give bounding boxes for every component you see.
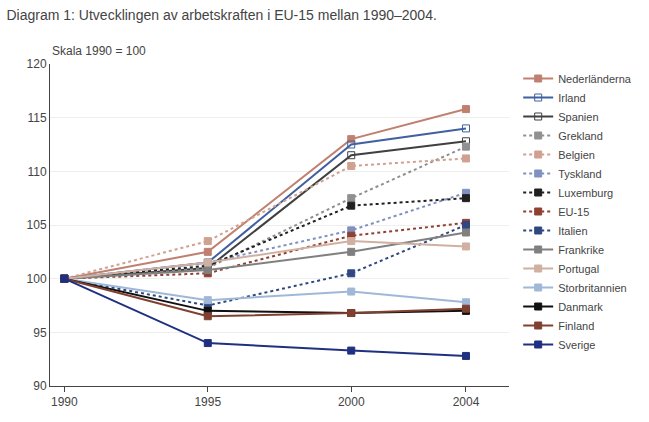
svg-text:Frankrike: Frankrike: [558, 244, 604, 256]
svg-text:Storbritannien: Storbritannien: [558, 282, 627, 294]
svg-text:Finland: Finland: [558, 320, 594, 332]
svg-text:110: 110: [27, 165, 46, 179]
svg-text:Sverige: Sverige: [558, 339, 595, 351]
svg-text:115: 115: [27, 111, 46, 125]
svg-text:Belgien: Belgien: [558, 149, 595, 161]
svg-text:120: 120: [27, 57, 47, 71]
svg-text:Portugal: Portugal: [558, 263, 599, 275]
svg-text:2000: 2000: [338, 395, 365, 409]
svg-text:100: 100: [27, 272, 47, 286]
svg-text:Irland: Irland: [558, 92, 586, 104]
svg-text:Italien: Italien: [558, 225, 587, 237]
svg-text:2004: 2004: [453, 395, 480, 409]
svg-text:Danmark: Danmark: [558, 301, 603, 313]
svg-text:Grekland: Grekland: [558, 130, 603, 142]
svg-text:Luxemburg: Luxemburg: [558, 187, 613, 199]
svg-text:90: 90: [33, 379, 47, 393]
svg-text:1995: 1995: [194, 395, 221, 409]
svg-text:EU-15: EU-15: [558, 206, 589, 218]
svg-text:105: 105: [27, 218, 47, 232]
svg-text:Tyskland: Tyskland: [558, 168, 601, 180]
svg-text:95: 95: [33, 326, 47, 340]
svg-text:Spanien: Spanien: [558, 111, 598, 123]
svg-text:Skala 1990 = 100: Skala 1990 = 100: [52, 44, 146, 58]
svg-text:1990: 1990: [51, 395, 78, 409]
svg-text:Nederländerna: Nederländerna: [558, 73, 632, 85]
svg-text:Diagram 1: Utvecklingen av arb: Diagram 1: Utvecklingen av arbetskraften…: [6, 7, 436, 23]
